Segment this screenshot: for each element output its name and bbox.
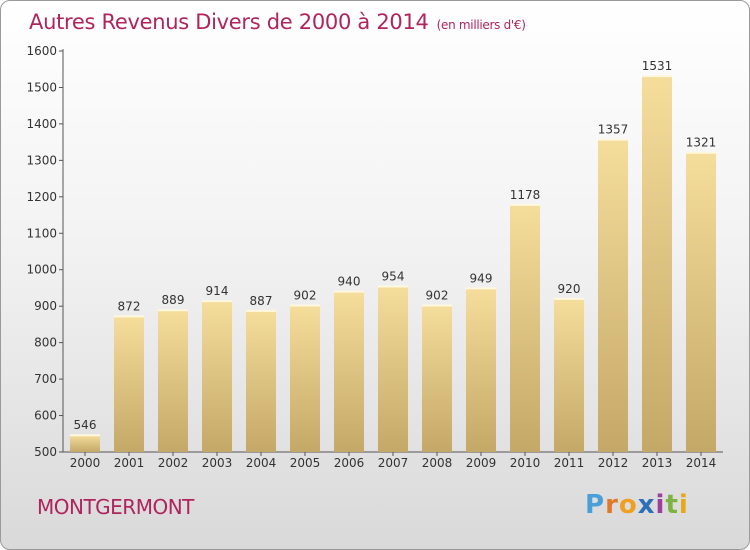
x-tick-label: 2001 — [114, 456, 145, 470]
x-tick-label: 2014 — [686, 456, 717, 470]
x-tick-label: 2010 — [510, 456, 541, 470]
logo-letter: o — [618, 490, 638, 520]
bar — [70, 435, 100, 452]
data-label: 887 — [250, 294, 273, 308]
y-tick-label: 1600 — [26, 44, 57, 58]
data-label: 1531 — [642, 59, 673, 73]
y-tick-label: 600 — [34, 409, 57, 423]
data-label: 1321 — [686, 136, 717, 150]
bar — [378, 286, 408, 452]
data-label: 902 — [426, 288, 449, 302]
bar — [686, 152, 716, 452]
x-tick-label: 2003 — [202, 456, 233, 470]
town-name: MONTGERMONT — [37, 495, 194, 519]
data-label: 954 — [382, 269, 405, 283]
y-tick-label: 1400 — [26, 117, 57, 131]
x-tick-label: 2007 — [378, 456, 409, 470]
chart-title-text: Autres Revenus Divers de 2000 à 2014 — [29, 10, 429, 34]
x-tick-label: 2000 — [70, 456, 101, 470]
bar — [466, 288, 496, 452]
bar — [114, 316, 144, 452]
proxiti-logo: Proxiti — [585, 490, 689, 520]
bar — [202, 301, 232, 452]
data-label: 889 — [162, 293, 185, 307]
x-tick-label: 2012 — [598, 456, 629, 470]
bar — [510, 204, 540, 452]
y-tick-label: 1200 — [26, 190, 57, 204]
y-tick-label: 500 — [34, 445, 57, 459]
y-tick-label: 1000 — [26, 263, 57, 277]
data-label: 872 — [118, 299, 141, 313]
bar — [334, 291, 364, 452]
data-label: 914 — [206, 284, 229, 298]
data-label: 1357 — [598, 123, 629, 137]
x-tick-label: 2006 — [334, 456, 365, 470]
x-tick-label: 2009 — [466, 456, 497, 470]
logo-letter: i — [655, 490, 666, 520]
x-tick-label: 2011 — [554, 456, 585, 470]
bar — [290, 305, 320, 452]
x-tick-label: 2005 — [290, 456, 321, 470]
x-tick-label: 2013 — [642, 456, 673, 470]
logo-letter: r — [605, 490, 619, 520]
x-tick-label: 2002 — [158, 456, 189, 470]
y-tick-label: 1100 — [26, 226, 57, 240]
bar — [642, 76, 672, 453]
data-label: 920 — [558, 282, 581, 296]
y-tick-label: 900 — [34, 299, 57, 313]
data-label: 940 — [338, 275, 361, 289]
chart-title: Autres Revenus Divers de 2000 à 2014 (en … — [29, 10, 526, 34]
y-tick-label: 700 — [34, 372, 57, 386]
logo-letter: i — [678, 490, 689, 520]
chart-unit: (en milliers d'€) — [436, 18, 526, 32]
data-label: 902 — [294, 288, 317, 302]
y-tick-label: 1300 — [26, 153, 57, 167]
bar — [422, 305, 452, 452]
y-tick-label: 800 — [34, 336, 57, 350]
y-tick-label: 1500 — [26, 80, 57, 94]
data-label: 949 — [470, 271, 493, 285]
logo-letter: x — [637, 490, 656, 520]
bar — [598, 139, 628, 453]
bar — [246, 310, 276, 452]
bar — [554, 298, 584, 452]
logo-letter: t — [665, 490, 679, 520]
x-tick-label: 2008 — [422, 456, 453, 470]
bar — [158, 310, 188, 452]
data-label: 1178 — [510, 188, 541, 202]
data-label: 546 — [74, 418, 97, 432]
x-tick-label: 2004 — [246, 456, 277, 470]
logo-letter: P — [585, 490, 606, 520]
